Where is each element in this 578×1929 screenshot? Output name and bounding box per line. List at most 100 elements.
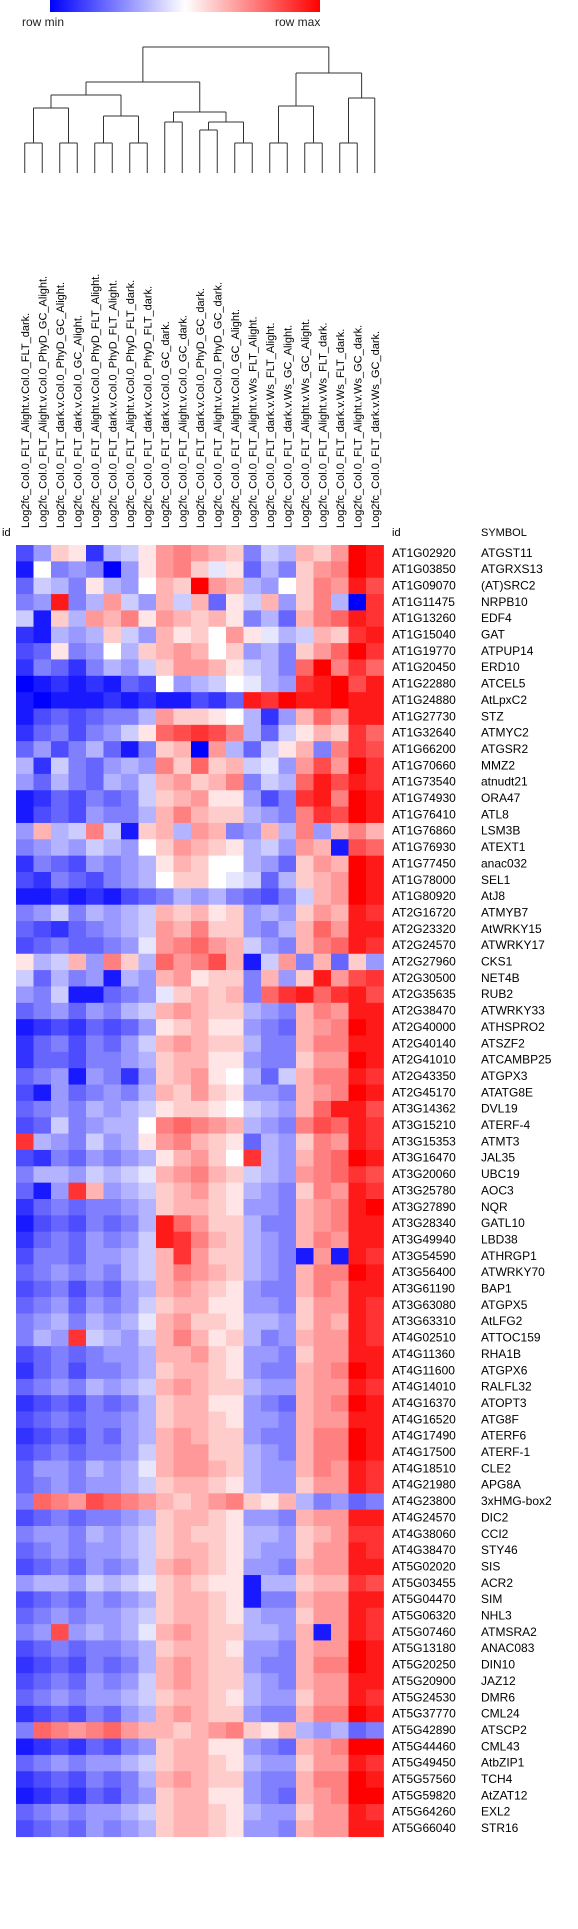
heatmap-cell [86,1607,104,1625]
heatmap-cell [173,1820,192,1838]
heatmap-cell [138,757,157,775]
heatmap-cell [296,937,314,955]
heatmap-cell [173,970,192,987]
heatmap-cell [208,1280,227,1298]
heatmap-cell [296,953,314,971]
heatmap-cell [331,1297,349,1314]
heatmap-cell [51,986,69,1004]
heatmap-cell [226,1166,244,1184]
heatmap-cell [68,1117,87,1134]
heatmap-cell [33,643,52,660]
heatmap-cell [366,953,384,971]
row-id-label: AT2G43350 [392,1069,456,1083]
row-symbol-label: ATG8F [481,1412,519,1426]
heatmap-cell [138,1149,157,1167]
heatmap-cell [243,643,262,660]
heatmap-cell [313,1051,332,1069]
heatmap-cell [348,1754,367,1772]
heatmap-cell [16,724,34,742]
heatmap-cell [331,1019,349,1036]
heatmap-cell [16,1526,34,1543]
heatmap-cell [191,1264,209,1282]
heatmap-cell [348,1526,367,1543]
heatmap-cell [296,1199,314,1216]
heatmap-cell [191,610,209,628]
heatmap-cell [16,1346,34,1363]
heatmap-cell [296,1820,314,1838]
heatmap-cell [173,904,192,922]
heatmap-cell [156,1591,174,1609]
heatmap-cell [138,1673,157,1690]
heatmap-cell [243,937,262,955]
heatmap-cell [191,1444,209,1461]
heatmap-cell [261,1264,279,1282]
heatmap-cell [156,1575,174,1592]
heatmap-cell [33,708,52,726]
heatmap-cell [313,888,332,906]
heatmap-cell [86,708,104,726]
heatmap-cell [331,1476,349,1494]
row-symbol-label: APG8A [481,1478,521,1492]
heatmap-cell [243,1476,262,1494]
heatmap-cell [226,1689,244,1707]
heatmap-cell [261,937,279,955]
heatmap-cell [331,1771,349,1788]
heatmap-cell [296,1264,314,1282]
heatmap-cell [296,1051,314,1069]
heatmap-cell [121,1493,139,1511]
heatmap-cell [86,1280,104,1298]
heatmap-cell [366,545,384,562]
heatmap-cell [156,577,174,595]
heatmap-cell [208,643,227,660]
heatmap-cell [366,1803,384,1821]
heatmap-cell [86,1051,104,1069]
heatmap-cell [86,1297,104,1314]
heatmap-cell [103,1199,122,1216]
heatmap-cell [138,1411,157,1429]
heatmap-cell [173,1149,192,1167]
heatmap-cell [348,1803,367,1821]
heatmap-cell [173,1656,192,1674]
heatmap-cell [208,1329,227,1347]
column-label: Log2fc_Col.0_FLT_Alight.v.Col.0_FLT_dark… [20,313,32,528]
heatmap-cell [33,626,52,644]
heatmap-cell [51,708,69,726]
heatmap-cell [33,692,52,709]
row-id-label: AT5G66040 [392,1821,456,1835]
heatmap-cell [103,1215,122,1233]
heatmap-cell [313,1378,332,1396]
heatmap-cell [103,986,122,1004]
row-id-label: AT2G41010 [392,1053,456,1067]
heatmap-cell [366,1280,384,1298]
heatmap-cell [243,708,262,726]
heatmap-cell [226,1149,244,1167]
heatmap-cell [86,1803,104,1821]
heatmap-cell [33,1297,52,1314]
heatmap-cell [68,741,87,758]
heatmap-cell [191,1493,209,1511]
heatmap-cell [243,1411,262,1429]
heatmap-cell [208,1722,227,1739]
heatmap-cell [331,1803,349,1821]
heatmap-cell [278,1656,297,1674]
heatmap-cell [348,577,367,595]
heatmap-cell [51,1035,69,1053]
row-symbol-label: ERD10 [481,660,520,674]
heatmap-cell [331,904,349,922]
heatmap-cell [366,1673,384,1690]
heatmap-cell [86,1035,104,1053]
heatmap-cell [173,1575,192,1592]
heatmap-cell [331,659,349,677]
heatmap-cell [138,937,157,955]
heatmap-cell [103,1656,122,1674]
heatmap-cell [226,1771,244,1788]
heatmap-cell [278,594,297,611]
heatmap-cell [348,1575,367,1592]
heatmap-cell [296,888,314,906]
heatmap-cell [51,1248,69,1265]
heatmap-cell [121,773,139,791]
heatmap-cell [243,1035,262,1053]
heatmap-cell [296,970,314,987]
heatmap-cell [278,872,297,889]
heatmap-cell [366,1771,384,1788]
